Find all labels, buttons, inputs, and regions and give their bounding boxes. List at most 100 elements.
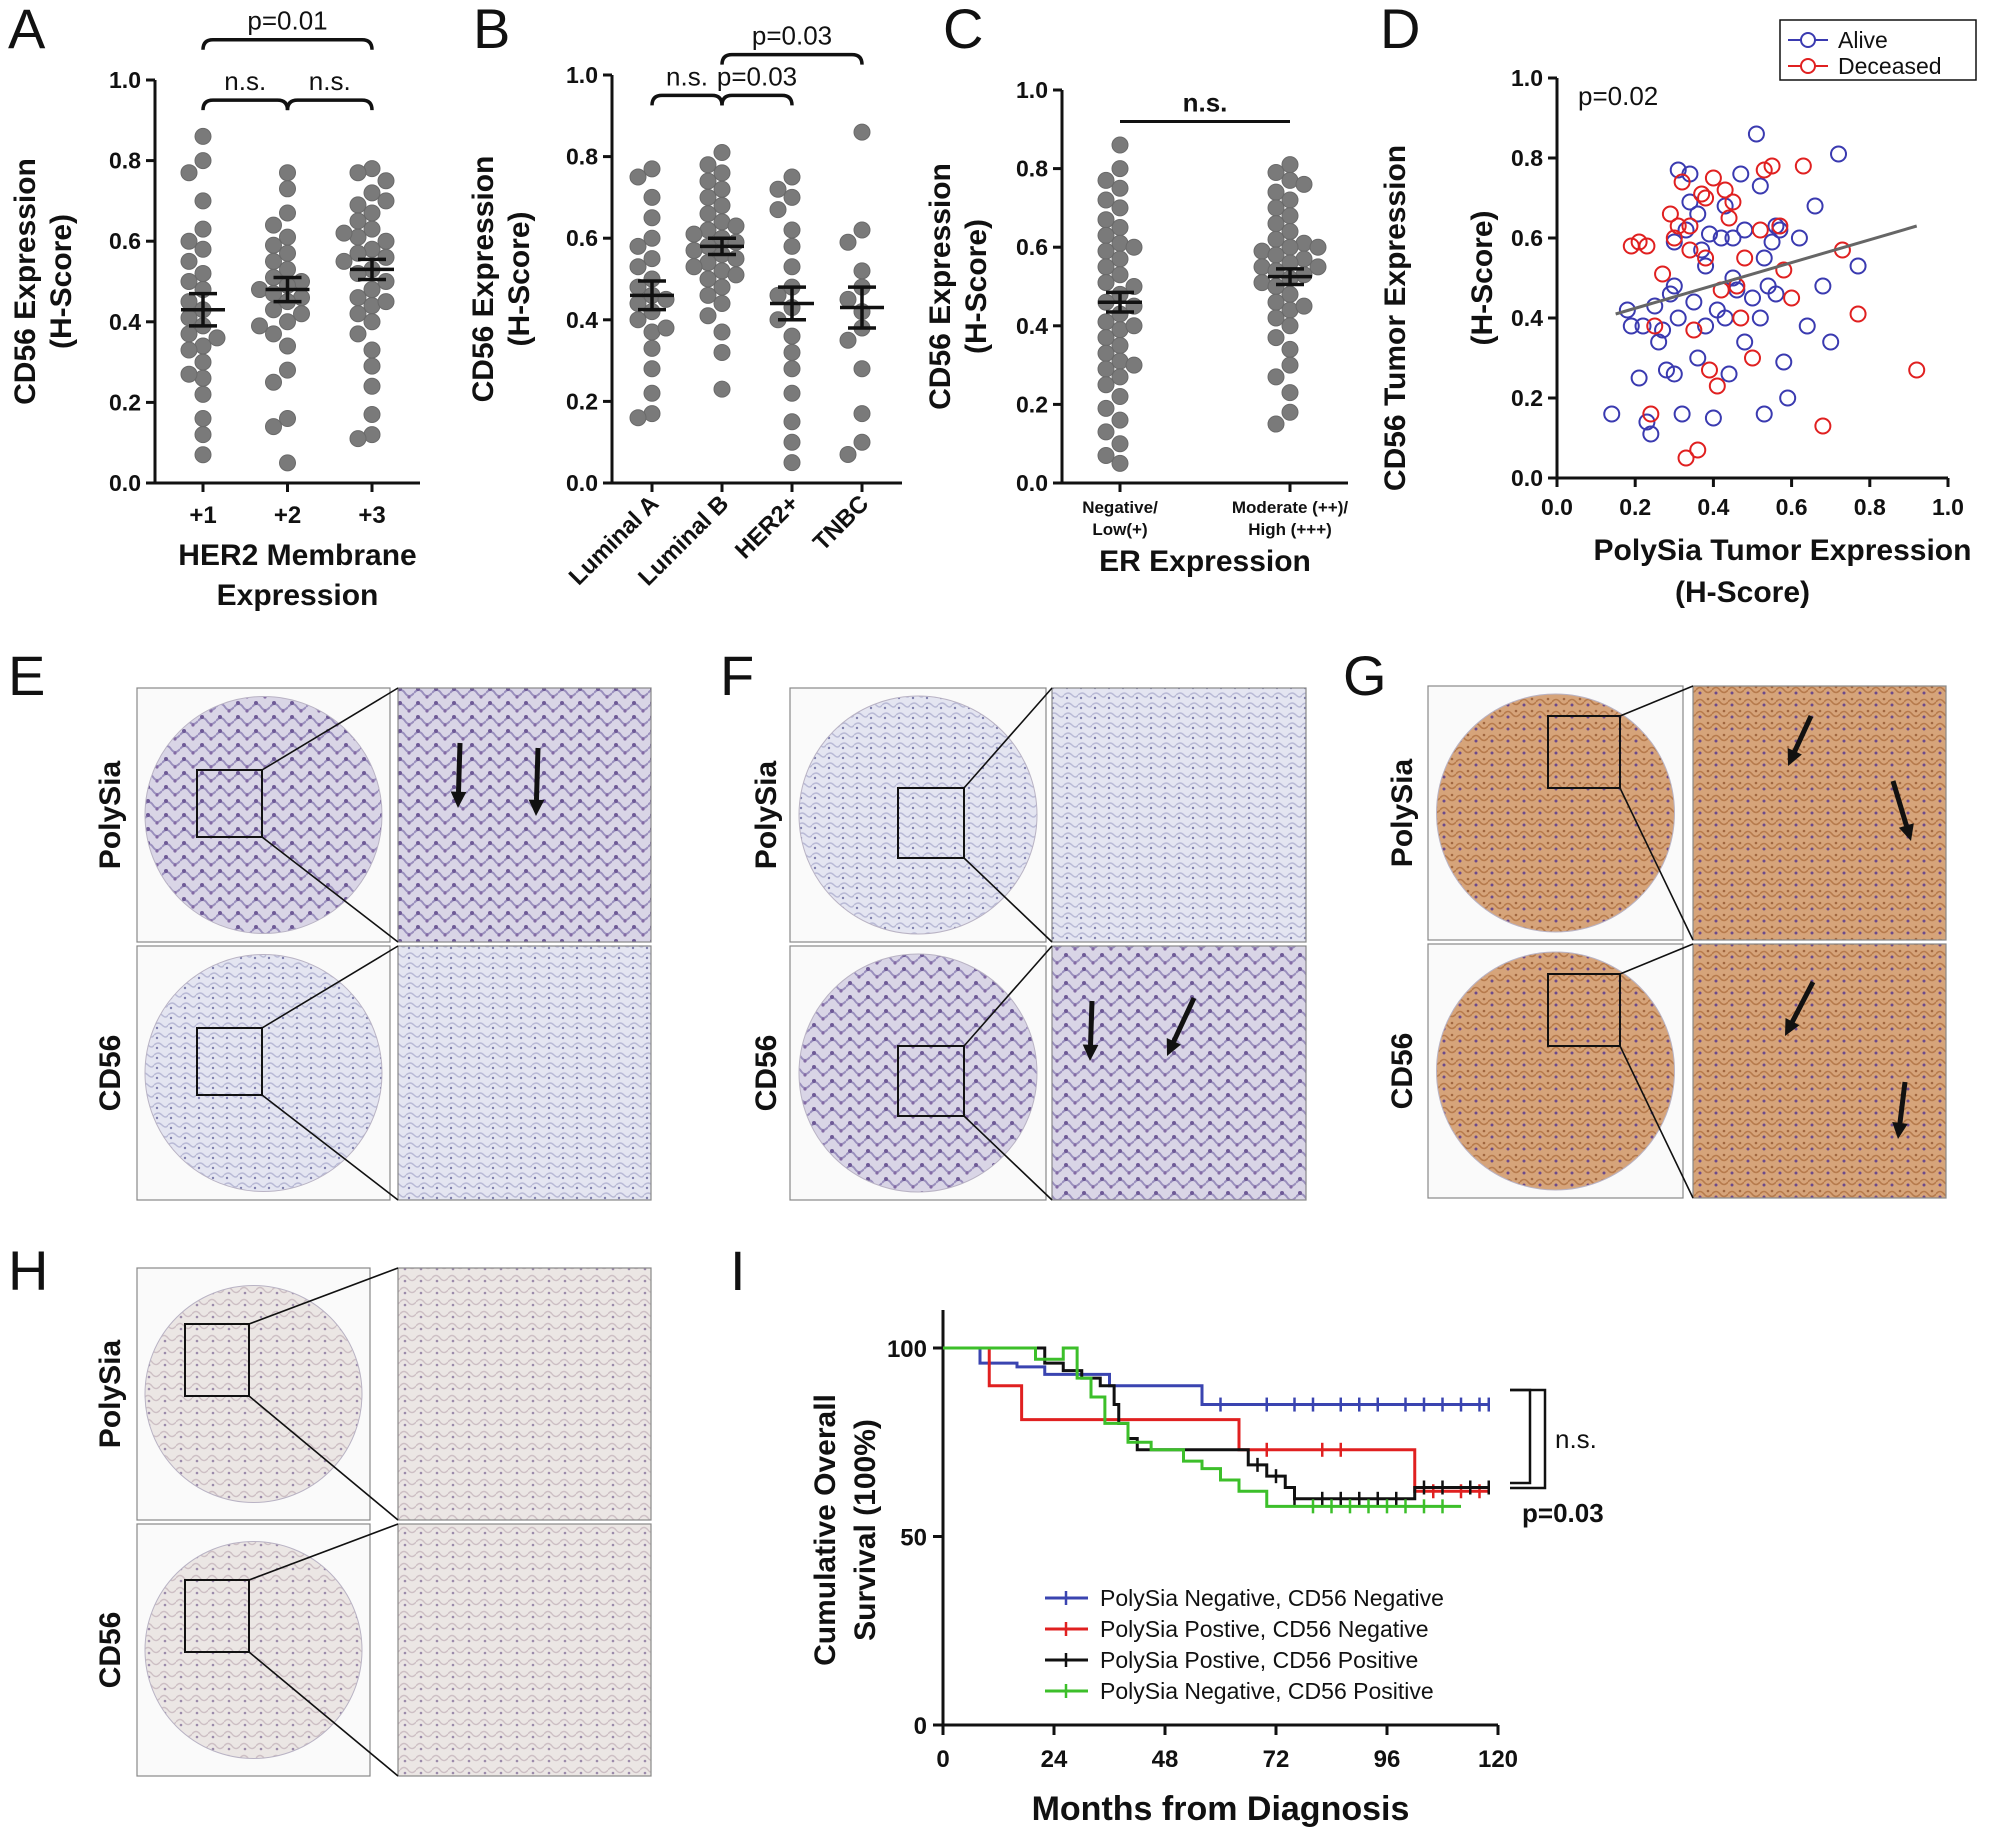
zoom-connector-line	[261, 1094, 399, 1201]
data-point	[180, 325, 198, 343]
data-point	[853, 405, 871, 423]
micrograph-zoom-frame	[1692, 943, 1947, 1199]
data-point-deceased	[1724, 193, 1742, 211]
x-tick-label: 72	[1263, 1746, 1290, 1773]
row-label-cd56: CD56	[94, 1035, 127, 1112]
data-point	[194, 152, 212, 170]
data-point	[265, 236, 282, 254]
data-point	[1125, 356, 1143, 374]
data-point-alive	[1814, 277, 1832, 295]
data-point	[363, 184, 381, 202]
y-tick-label: 50	[900, 1525, 927, 1552]
x-tick-label: HER2+	[730, 490, 804, 564]
legend-label: PolySia Postive, CD56 Negative	[1100, 1616, 1429, 1642]
data-point	[1267, 230, 1285, 248]
data-point-alive	[1751, 177, 1769, 195]
data-point	[279, 260, 296, 278]
x-axis-label-sub: (H-Score)	[1675, 576, 1810, 609]
data-point	[377, 248, 395, 266]
zoom-region-box	[196, 769, 263, 838]
arrow-head	[1787, 748, 1802, 766]
micrograph-panel-e: PolySia CD56	[94, 687, 652, 1201]
data-point	[194, 410, 212, 428]
legend-swatch-marker	[1800, 32, 1816, 48]
survival-curve	[943, 1346, 1489, 1407]
data-point-alive	[1751, 309, 1769, 327]
data-point-deceased	[1794, 157, 1812, 175]
data-point	[713, 343, 731, 361]
data-point	[1281, 340, 1299, 358]
data-point	[1111, 219, 1129, 237]
data-point-deceased	[1814, 417, 1832, 435]
data-point	[363, 160, 381, 178]
data-point	[1281, 222, 1299, 240]
data-point-alive	[1669, 161, 1687, 179]
data-point-alive	[1681, 193, 1699, 211]
data-point	[853, 360, 871, 378]
tissue-core	[798, 953, 1038, 1193]
data-point-deceased	[1665, 229, 1683, 247]
y-axis-label: Cumulative Overall	[809, 1394, 842, 1666]
y-tick-label: 0.8	[1016, 156, 1048, 182]
data-point	[839, 331, 857, 349]
data-point-deceased	[1646, 317, 1664, 335]
data-point	[194, 426, 212, 444]
survival-curve	[943, 1346, 1489, 1501]
x-tick-label: +2	[274, 502, 301, 529]
tissue-core	[1436, 951, 1675, 1191]
data-point	[783, 433, 801, 451]
significance-bracket	[1510, 1388, 1532, 1485]
data-point-deceased	[1849, 305, 1867, 323]
data-point	[699, 156, 717, 174]
data-point	[1097, 211, 1115, 229]
data-point-alive	[1763, 233, 1781, 251]
data-point-deceased	[1661, 205, 1679, 223]
data-point	[279, 361, 296, 379]
data-point-alive	[1642, 425, 1660, 443]
arrow-head	[1785, 1018, 1800, 1036]
significance-label: n.s.	[1555, 1424, 1597, 1454]
data-point-deceased	[1697, 249, 1715, 267]
data-point	[363, 220, 381, 238]
data-point	[1111, 336, 1129, 354]
data-point-deceased	[1673, 173, 1691, 191]
row-label-cd56: CD56	[1386, 1033, 1419, 1110]
data-point	[783, 384, 801, 402]
y-axis-label-sub: (H-Score)	[960, 219, 993, 354]
data-point	[265, 418, 282, 436]
data-point-alive	[1849, 257, 1867, 275]
data-point	[363, 405, 381, 423]
data-point-deceased	[1708, 377, 1726, 395]
y-axis-label-sub: Survival (100%)	[849, 1419, 882, 1641]
x-tick-label: 0.8	[1854, 494, 1886, 520]
data-point	[769, 286, 787, 304]
panel-letter-g: G	[1343, 644, 1387, 707]
data-point	[1281, 238, 1299, 256]
data-point-alive	[1677, 221, 1695, 239]
zoom-connector-line	[248, 1267, 399, 1325]
data-point	[1267, 199, 1285, 217]
x-tick-label: Low(+)	[1092, 520, 1147, 539]
data-point	[180, 365, 198, 383]
data-point	[629, 237, 647, 255]
data-point-alive	[1689, 205, 1707, 223]
data-point	[1097, 191, 1115, 209]
data-point-deceased	[1693, 185, 1711, 203]
data-point	[699, 270, 717, 288]
y-axis-label-sub: (H-Score)	[1466, 210, 1499, 345]
data-point-alive	[1657, 361, 1675, 379]
data-point-alive	[1830, 145, 1848, 163]
row-label-cd56: CD56	[94, 1612, 127, 1689]
y-tick-label: 0.4	[566, 307, 598, 333]
data-point	[783, 454, 801, 472]
data-point	[643, 360, 661, 378]
x-tick-label: 0	[936, 1746, 949, 1773]
data-point	[279, 410, 296, 428]
x-tick-label: 120	[1478, 1746, 1518, 1773]
data-point-deceased	[1638, 237, 1656, 255]
data-point	[349, 325, 367, 343]
x-tick-label: +1	[189, 502, 216, 529]
data-point	[839, 233, 857, 251]
row-label-cd56: CD56	[750, 1035, 783, 1112]
y-axis-label-sub: (H-Score)	[503, 211, 536, 346]
